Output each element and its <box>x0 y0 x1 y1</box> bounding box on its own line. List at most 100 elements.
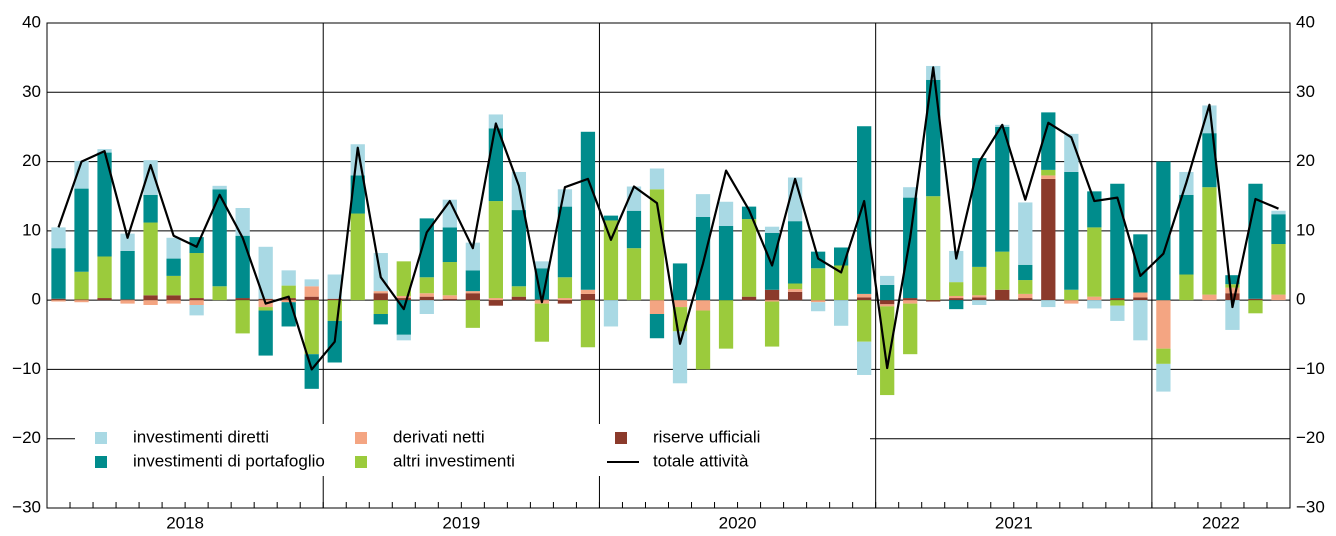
bar-segment <box>1018 293 1033 299</box>
bar-segment <box>857 341 872 375</box>
bar-segment <box>74 300 89 303</box>
y-tick-label: 0 <box>32 290 41 309</box>
y-tick-label: 30 <box>22 82 41 101</box>
bar-segment <box>949 250 964 283</box>
bar-segment <box>649 168 665 190</box>
x-tick-label: 2018 <box>166 513 204 532</box>
bar-segment <box>419 296 434 301</box>
bar-segment <box>258 298 273 301</box>
bar-segment <box>350 213 365 301</box>
bar-segment <box>120 250 135 300</box>
y2-tick-label: −10 <box>1296 359 1325 378</box>
bar-segment <box>534 261 550 269</box>
bar-segment <box>787 291 803 301</box>
bar-segment <box>465 300 480 328</box>
legend-swatch <box>615 432 627 444</box>
bar-segment <box>949 300 964 310</box>
bar-segment <box>557 206 573 278</box>
bar-segment <box>465 293 480 301</box>
bar-segment <box>373 314 388 325</box>
bar-segment <box>143 160 158 195</box>
bar-segment <box>304 279 319 287</box>
bar-segment <box>1087 191 1102 228</box>
bar-segment <box>834 265 849 301</box>
bar-segment <box>396 300 411 335</box>
bar-segment <box>166 258 181 276</box>
bar-segment <box>396 261 411 296</box>
y-tick-label: 40 <box>22 12 41 31</box>
legend-label: riserve ufficiali <box>653 427 760 446</box>
bar-segment <box>603 300 619 327</box>
bar-segment <box>695 300 711 311</box>
bar-segment <box>189 304 204 316</box>
y-tick-label: 10 <box>22 220 41 239</box>
legend-swatch <box>95 456 107 468</box>
bar-segment <box>1225 275 1240 285</box>
bar-segment <box>857 126 872 294</box>
bar-segment <box>258 307 273 311</box>
bar-segment <box>281 270 296 286</box>
bar-segment <box>580 289 596 294</box>
bar-segment <box>51 300 66 302</box>
y2-tick-label: 10 <box>1296 220 1315 239</box>
bar-segment <box>626 210 642 249</box>
bar-segment <box>258 246 273 299</box>
bar-segment <box>442 295 457 299</box>
bar-segment <box>1133 292 1148 298</box>
y2-tick-label: 20 <box>1296 151 1315 170</box>
bar-segment <box>304 354 319 389</box>
bar-segment <box>1271 244 1286 295</box>
bar-segment <box>235 300 250 334</box>
bar-segment <box>166 275 181 296</box>
bar-segment <box>166 295 181 301</box>
bar-segment <box>189 300 204 305</box>
bar-segment <box>972 297 987 301</box>
bar-segment <box>903 303 918 355</box>
bar-segment <box>97 152 112 257</box>
bar-segment <box>580 293 596 301</box>
bar-segment <box>857 300 872 342</box>
y2-tick-label: −30 <box>1296 497 1325 516</box>
bar-segment <box>557 277 573 299</box>
bar-segment <box>1110 300 1125 306</box>
bar-segment <box>880 284 895 301</box>
bar-segment <box>97 256 112 299</box>
bar-segment <box>304 286 319 297</box>
bar-segment <box>1271 214 1286 245</box>
bar-segment <box>903 187 918 198</box>
bar-segment <box>718 300 734 349</box>
bar-segment <box>672 263 688 301</box>
bar-segment <box>1271 294 1286 301</box>
bar-segment <box>1087 300 1102 309</box>
bar-segment <box>857 293 872 298</box>
bar-segment <box>74 188 89 272</box>
bar-segment <box>51 227 66 249</box>
bar-segment <box>718 201 734 227</box>
bar-segment <box>74 271 89 300</box>
bar-segment <box>626 248 642 301</box>
bar-segment <box>212 286 227 301</box>
bar-segment <box>1202 294 1217 301</box>
bar-segment <box>1248 298 1263 301</box>
bar-segment <box>166 237 181 259</box>
bar-segment <box>212 185 227 190</box>
bar-segment <box>419 218 434 278</box>
bar-segment <box>741 219 757 297</box>
bar-segment <box>1248 300 1263 314</box>
bar-segment <box>1041 175 1056 179</box>
bar-segment <box>834 300 849 326</box>
bar-segment <box>465 270 480 292</box>
bar-segment <box>534 268 550 300</box>
x-tick-label: 2020 <box>719 513 757 532</box>
bar-segment <box>304 300 319 355</box>
bar-segment <box>810 251 826 269</box>
bar-segment <box>1225 287 1240 294</box>
bar-segment <box>949 298 964 301</box>
bar-segment <box>903 300 918 304</box>
y2-tick-label: 0 <box>1296 290 1305 309</box>
bar-segment <box>972 300 987 305</box>
bar-segment <box>465 291 480 294</box>
y-tick-label: 20 <box>22 151 41 170</box>
bar-segment <box>764 301 780 347</box>
